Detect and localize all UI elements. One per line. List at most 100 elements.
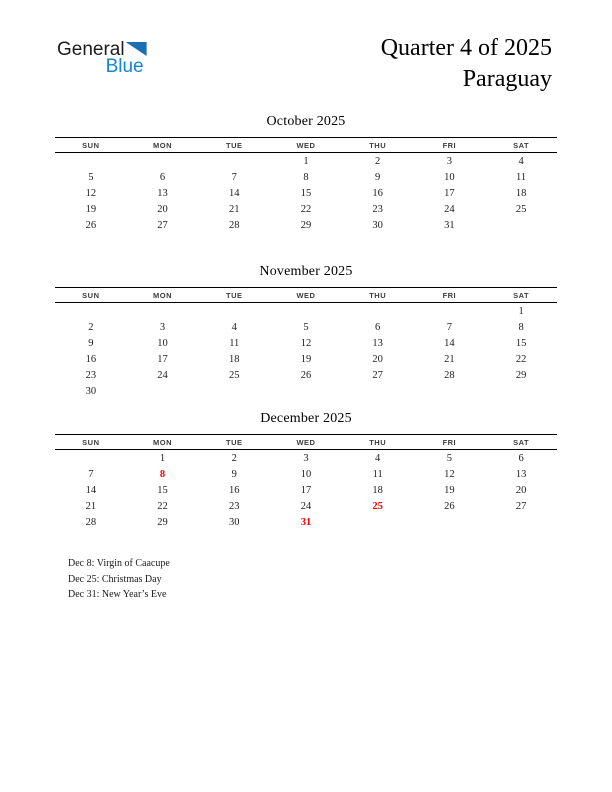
empty-day-cell [414,514,486,530]
day-cell: 20 [372,353,383,365]
day-cell: 20 [515,484,527,496]
day-cell: 3 [159,321,166,333]
empty-day-cell [270,383,342,399]
day-cell: 14 [85,484,97,496]
empty-day-cell [55,303,127,320]
day-cell: 7 [446,321,452,333]
month-title: November 2025 [259,264,353,279]
week-row: 1 2 3 4 5 6 [55,450,557,467]
empty-day-cell [485,514,557,530]
day-cell: 12 [444,468,455,480]
day-cell: 9 [231,468,237,480]
week-row: 21 22 23 24 25 26 27 [55,498,557,514]
day-cell: 9 [375,171,381,183]
day-cell: 30 [229,516,240,528]
weekday-header: TUE [226,140,243,150]
day-cell: 11 [229,337,240,349]
day-cell: 13 [515,468,527,480]
week-row: 2 3 4 5 6 7 8 [55,319,557,335]
weekday-header: THU [369,140,387,150]
weekday-header: FRI [442,290,457,300]
day-cell: 8 [159,468,166,480]
day-cell: 20 [157,203,168,215]
day-cell: 23 [229,500,240,512]
weekday-header-row: SUN MON TUE WED THU FRI SAT [55,287,557,303]
weekday-header: MON [153,437,173,447]
week-row: 28 29 30 31 [55,514,557,530]
weekday-header: FRI [442,437,457,447]
weekday-header: SAT [513,437,530,447]
day-cell: 1 [159,452,166,464]
day-cell: 6 [375,321,381,333]
day-cell: 23 [372,203,383,215]
holiday-note: Dec 8: Virgin of Caacupe [68,558,170,569]
day-cell: 24 [444,203,455,215]
empty-day-cell [198,303,270,320]
logo-text-blue: Blue [105,56,144,77]
day-cell: 1 [518,305,524,317]
day-cell: 9 [88,337,94,349]
weekday-header: THU [369,290,387,300]
day-cell: 17 [300,484,312,496]
day-cell: 26 [300,369,312,381]
month-title: December 2025 [260,411,352,426]
week-row: 1 2 3 4 [55,153,557,170]
empty-day-cell [414,303,486,320]
week-row: 5 6 7 8 9 10 11 [55,169,557,185]
day-cell: 6 [159,171,166,183]
day-cell: 26 [444,500,455,512]
day-cell: 8 [518,321,524,333]
day-cell: 7 [88,468,94,480]
weekday-header: WED [296,140,316,150]
day-cell: 17 [444,187,455,199]
page-title: Quarter 4 of 2025 Paraguay [381,33,552,95]
weekday-header: TUE [226,290,243,300]
empty-day-cell [55,450,127,467]
week-row: 26 27 28 29 30 31 [55,217,557,233]
day-cell: 13 [372,337,383,349]
empty-day-cell [198,383,270,399]
empty-day-cell [342,383,414,399]
empty-day-cell [342,303,414,320]
day-cell: 1 [303,155,309,167]
month-table-december: SUN MON TUE WED THU FRI SAT 1 2 3 4 5 6 7 8 9 10 11 12 13 1… [55,434,557,530]
day-cell: 18 [515,187,527,199]
title-country: Paraguay [462,66,552,92]
empty-day-cell [485,383,557,399]
weekday-header: TUE [226,437,243,447]
day-cell: 11 [516,171,527,183]
day-cell: 19 [85,203,97,215]
logo-triangle-icon [125,42,147,56]
day-cell: 4 [231,321,237,333]
empty-day-cell [414,383,486,399]
day-cell: 29 [157,516,168,528]
day-cell: 4 [375,452,381,464]
day-cell: 21 [85,500,97,512]
holiday-note: Dec 31: New Year’s Eve [68,589,167,600]
day-cell: 6 [518,452,524,464]
logo-row-top: General [57,40,147,59]
day-cell: 27 [515,500,527,512]
day-cell: 22 [157,500,168,512]
day-cell: 14 [444,337,455,349]
day-cell: 18 [229,353,240,365]
week-row: 30 [55,383,557,399]
day-cell: 24 [157,369,168,381]
day-cell: 10 [157,337,168,349]
day-cell: 11 [372,468,383,480]
day-cell: 8 [303,171,309,183]
week-row: 16 17 18 19 20 21 22 [55,351,557,367]
weekday-header: SUN [82,140,100,150]
day-cell: 5 [446,452,452,464]
day-cell: 15 [515,337,527,349]
general-blue-logo: General Blue [57,40,147,76]
day-cell: 30 [85,385,97,397]
day-cell: 19 [300,353,312,365]
day-cell: 12 [300,337,312,349]
weekday-header: MON [153,290,173,300]
day-cell: 25 [515,203,527,215]
day-cell: 5 [88,171,94,183]
holiday-note: Dec 25: Christmas Day [68,573,162,585]
